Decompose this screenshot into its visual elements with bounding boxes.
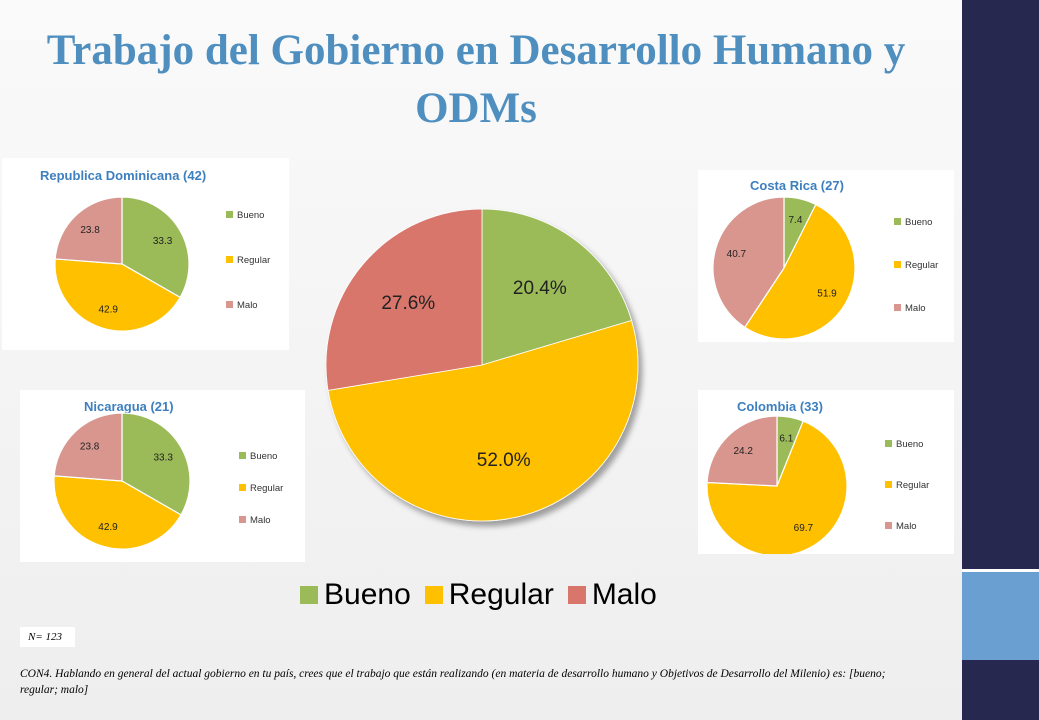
pie-slice-regular — [706, 420, 848, 554]
pie-slices — [325, 208, 639, 522]
pie-slice-regular — [53, 475, 182, 550]
pie-data-label: 42.9 — [98, 304, 118, 315]
pie-slices — [712, 196, 856, 340]
main-pie-chart: 20.4% 52.0% 27.6% — [325, 208, 639, 522]
pie-slice-bueno — [121, 412, 191, 516]
legend-label: Malo — [905, 303, 926, 314]
legend-label: Regular — [250, 483, 283, 494]
legend-item-malo: Malo — [567, 578, 657, 612]
pie-slice-regular — [54, 258, 181, 332]
chart-cr: Costa Rica (27) Bueno Regular Malo 7.4 51.9… — [698, 170, 954, 342]
legend-swatch — [885, 481, 892, 488]
pie-slice-bueno — [121, 196, 190, 299]
pie-data-label: 40.7 — [727, 249, 747, 260]
legend-swatch — [894, 218, 901, 225]
pie-data-label: 51.9 — [817, 288, 837, 299]
legend-label: Regular — [896, 480, 929, 491]
pie-data-label: 33.3 — [153, 453, 173, 464]
pie-slice-regular — [744, 203, 856, 340]
sample-size-note: N= 123 — [20, 627, 75, 647]
pie-legend: Bueno Regular Malo — [226, 210, 270, 311]
legend-swatch — [894, 304, 901, 311]
pie-labels: 20.4% 52.0% 27.6% — [381, 278, 567, 471]
legend-label: Regular — [448, 578, 554, 611]
main-legend: Bueno Regular Malo — [300, 575, 671, 615]
legend-swatch — [567, 586, 586, 604]
legend-item-regular: Regular — [424, 578, 554, 612]
chart-rd: Republica Dominicana (42) Bueno Regular Ma… — [2, 158, 289, 350]
legend-label: Bueno — [250, 451, 277, 462]
pie-slice-malo — [706, 415, 778, 487]
legend-swatch — [894, 261, 901, 268]
slide-title: Trabajo del Gobierno en Desarrollo Human… — [46, 27, 906, 132]
pie-slice-malo — [712, 196, 785, 329]
chart-title: Colombia (33) — [737, 399, 823, 414]
pie-svg: Bueno Regular Malo 6.1 69.7 24.2 — [706, 415, 929, 554]
pie-data-label: 69.7 — [794, 523, 814, 534]
legend-swatch — [885, 440, 892, 447]
pie-legend: Bueno Regular Malo — [894, 217, 938, 314]
pie-slices — [706, 415, 848, 554]
pie-data-label: 23.8 — [80, 225, 100, 236]
legend-label: Malo — [237, 300, 258, 311]
pie-data-label: 33.3 — [153, 236, 173, 247]
pie-data-label: 24.2 — [733, 446, 753, 457]
pie-slices — [54, 196, 190, 332]
sidebar-divider — [962, 569, 1039, 572]
chart-title: Nicaragua (21) — [84, 399, 174, 414]
legend-label: Bueno — [324, 578, 411, 611]
pie-slice-malo — [54, 196, 123, 265]
pie-data-label: 20.4% — [513, 278, 567, 299]
pie-data-label: 7.4 — [788, 215, 802, 226]
pie-data-label: 27.6% — [381, 293, 435, 314]
pie-data-label: 23.8 — [80, 442, 100, 453]
pie-slice-malo — [325, 208, 483, 391]
legend-label: Malo — [591, 578, 657, 611]
pie-slices — [53, 412, 191, 550]
pie-data-label: 6.1 — [779, 433, 793, 444]
chart-co: Colombia (33) Bueno Regular Malo 6.1 69.7 24… — [698, 390, 954, 554]
legend-swatch — [424, 586, 443, 604]
legend-label: Malo — [896, 521, 917, 532]
legend-swatch — [300, 586, 318, 604]
pie-legend: Bueno Regular Malo — [239, 451, 283, 526]
pie-svg: Bueno Regular Malo 33.3 42.9 23.8 — [54, 196, 270, 332]
legend-label: Malo — [250, 515, 271, 526]
pie-svg: Bueno Regular Malo 7.4 51.9 40.7 — [712, 196, 938, 340]
legend-label: Bueno — [237, 210, 264, 221]
legend-swatch — [226, 301, 233, 308]
pie-data-label: 52.0% — [477, 450, 531, 471]
question-footnote: CON4. Hablando en general del actual gob… — [20, 668, 886, 696]
legend-swatch — [885, 522, 892, 529]
legend-swatch — [226, 211, 233, 218]
chart-ni: Nicaragua (21) Bueno Regular Malo 33.3 42.9… — [20, 390, 305, 562]
pie-slice-bueno — [481, 208, 633, 366]
chart-title: Republica Dominicana (42) — [40, 168, 207, 183]
pie-data-label: 42.9 — [98, 522, 118, 533]
legend-swatch — [226, 256, 233, 263]
pie-legend: Bueno Regular Malo — [885, 439, 929, 532]
legend-label: Regular — [905, 260, 938, 271]
pie-svg: Bueno Regular Malo 33.3 42.9 23.8 — [53, 412, 283, 550]
chart-title: Costa Rica (27) — [750, 178, 844, 193]
legend-swatch — [239, 484, 246, 491]
legend-item-bueno: Bueno — [300, 578, 411, 612]
legend-label: Regular — [237, 255, 270, 266]
sidebar-accent-block — [962, 572, 1039, 660]
legend-swatch — [239, 516, 246, 523]
legend-label: Bueno — [905, 217, 932, 228]
legend-swatch — [239, 452, 246, 459]
pie-slice-regular — [327, 320, 639, 522]
legend-label: Bueno — [896, 439, 923, 450]
pie-slice-malo — [53, 412, 123, 482]
